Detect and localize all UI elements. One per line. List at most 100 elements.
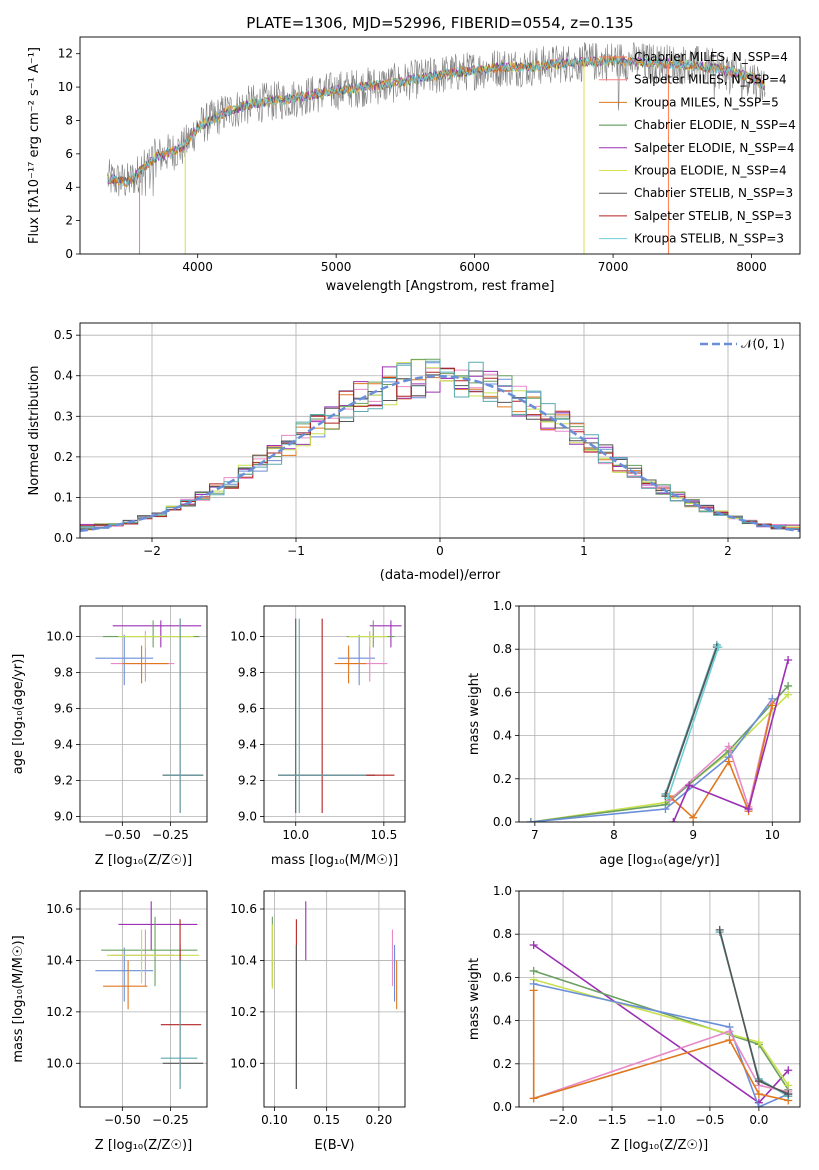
y-tick-label: 9.6: [238, 702, 257, 716]
x-tick-label: −1: [287, 544, 305, 558]
plot-area-5: [95, 901, 204, 1089]
y-tick-label: 0.6: [493, 685, 512, 699]
x-tick-label: −2.0: [548, 1113, 577, 1127]
y-tick-label: 9.2: [54, 774, 73, 788]
x-tick-label: 8000: [736, 260, 767, 274]
plot-area-3: [278, 618, 402, 813]
x-tick-label: −1.0: [646, 1113, 675, 1127]
panel-2: −0.50 −0.25 9.0 9.2 9.4 9.6 9.8 10.0 Z [log₁₀(Z/…: [11, 605, 208, 868]
histogram-teal: [80, 360, 800, 530]
y-tick-label: 10.0: [230, 1056, 257, 1070]
y-tick-label: 0.8: [493, 927, 512, 941]
y-axis-label: mass weight: [467, 958, 482, 1040]
y-tick-label: 0.2: [54, 450, 73, 464]
y-tick-label: 0.8: [493, 642, 512, 656]
mass-weight-marker: [529, 966, 538, 975]
x-tick-label: −0.50: [104, 1113, 141, 1127]
panel-3: 10.0 10.5 9.0 9.2 9.4 9.6 9.8 10.0 mass [log₁₀(M…: [230, 605, 406, 868]
x-axis-label: Z [log₁₀(Z/Z☉)]: [95, 853, 192, 868]
x-tick-label: 0: [436, 544, 444, 558]
y-tick-label: 10.4: [230, 953, 257, 967]
y-tick-label: 0.3: [54, 409, 73, 423]
y-tick-label: 12: [58, 47, 73, 61]
mass-weight-marker: [768, 701, 777, 710]
mass-weight-marker: [715, 925, 724, 934]
panel-5: −0.50 −0.25 10.0 10.2 10.4 10.6 Z [log₁₀(Z/Z☉)…: [11, 890, 208, 1153]
y-tick-label: 9.8: [54, 666, 73, 680]
x-tick-label: 10.0: [282, 828, 309, 842]
y-tick-label: 0.2: [493, 1057, 512, 1071]
mass-weight-marker: [669, 818, 678, 822]
x-axis-label: Z [log₁₀(Z/Z☉)]: [611, 1138, 708, 1153]
mass-weight-marker: [784, 1066, 793, 1075]
x-tick-label: 6000: [459, 260, 490, 274]
mass-weight-marker: [529, 941, 538, 949]
y-tick-label: 0.4: [493, 729, 512, 743]
histogram-purple: [80, 366, 800, 529]
mass-weight-marker: [754, 1077, 763, 1086]
mass-weight-marker: [685, 781, 694, 790]
mass-weight-line-orange: [668, 705, 774, 819]
mass-weight-marker: [754, 1090, 763, 1099]
x-tick-label: −0.5: [695, 1113, 724, 1127]
x-tick-label: 0.10: [261, 1113, 288, 1127]
x-axis-label: mass [log₁₀(M/M☉)]: [271, 853, 398, 868]
plot-area-4: [526, 640, 793, 822]
plot-area-6: [271, 901, 398, 1089]
chart-title: PLATE=1306, MJD=52996, FIBERID=0554, z=0…: [246, 14, 633, 32]
plot-area-0: [107, 41, 766, 254]
y-tick-label: 10: [58, 80, 73, 94]
mass-weight-line-kroupa_stelib: [667, 646, 720, 799]
x-tick-label: −0.25: [152, 828, 189, 842]
mass-weight-marker: [784, 656, 793, 664]
mass-weight-marker: [784, 681, 793, 690]
y-tick-label: 9.0: [238, 810, 257, 824]
y-tick-label: 1.0: [493, 884, 512, 898]
x-axis-label: wavelength [Angstrom, rest frame]: [326, 279, 555, 294]
legend-label: 𝒩(0, 1): [741, 337, 785, 351]
panel-7: −2.0 −1.5 −1.0 −0.5 0.0 0.0 0.2 0.4 0.6 0.8 1.0 Z […: [467, 884, 801, 1153]
panel-6: 0.10 0.15 0.20 10.0 10.2 10.4 10.6 E(B-V): [230, 890, 406, 1153]
y-tick-label: 0.4: [493, 1014, 512, 1028]
x-tick-label: 10: [765, 828, 780, 842]
legend-label: Chabrier MILES, N_SSP=4: [634, 50, 788, 64]
y-tick-label: 9.8: [238, 666, 257, 680]
mass-weight-marker: [714, 643, 723, 652]
y-tick-label: 9.0: [54, 810, 73, 824]
plot-area-2: [95, 618, 204, 813]
plot-area-7: [529, 925, 793, 1107]
axes-frame: [263, 605, 406, 823]
y-tick-label: 10.6: [46, 902, 73, 916]
x-tick-label: 5000: [321, 260, 352, 274]
x-tick-label: 0.15: [313, 1113, 340, 1127]
x-tick-label: 7: [531, 828, 539, 842]
x-tick-label: 9: [689, 828, 697, 842]
mass-weight-marker: [724, 742, 733, 751]
panel-4: 7 8 9 10 0.0 0.2 0.4 0.6 0.8 1.0 age [log₁₀(age/yr…: [467, 599, 801, 868]
y-tick-label: 2: [65, 214, 73, 228]
legend-label: Kroupa ELODIE, N_SSP=4: [634, 164, 787, 178]
y-tick-label: 0.4: [54, 369, 73, 383]
y-tick-label: 9.2: [238, 774, 257, 788]
y-axis-label: Normed distribution: [27, 366, 42, 496]
mass-weight-marker: [725, 1036, 734, 1045]
legend-label: Kroupa MILES, N_SSP=5: [634, 95, 779, 109]
x-tick-label: −0.50: [104, 828, 141, 842]
y-tick-label: 1.0: [493, 599, 512, 613]
mass-weight-line-pink: [533, 1030, 789, 1100]
x-axis-label: Z [log₁₀(Z/Z☉)]: [95, 1138, 192, 1153]
y-axis-label: age [log₁₀(age/yr)]: [11, 654, 26, 775]
y-tick-label: 10.0: [230, 630, 257, 644]
legend-label: Salpeter ELODIE, N_SSP=4: [634, 141, 795, 155]
mass-weight-line-purple: [672, 659, 789, 822]
model-spectrum-kroupa_stelib: [107, 54, 765, 188]
y-tick-label: 6: [65, 147, 73, 161]
axes-frame: [79, 890, 208, 1108]
y-axis-label: mass [log₁₀(M/M☉)]: [11, 935, 26, 1062]
x-tick-label: −0.25: [152, 1113, 189, 1127]
y-tick-label: 0.2: [493, 772, 512, 786]
x-tick-label: −1.5: [597, 1113, 626, 1127]
axes-frame: [518, 890, 801, 1108]
y-tick-label: 0.0: [54, 531, 73, 545]
mass-weight-marker: [663, 794, 672, 803]
